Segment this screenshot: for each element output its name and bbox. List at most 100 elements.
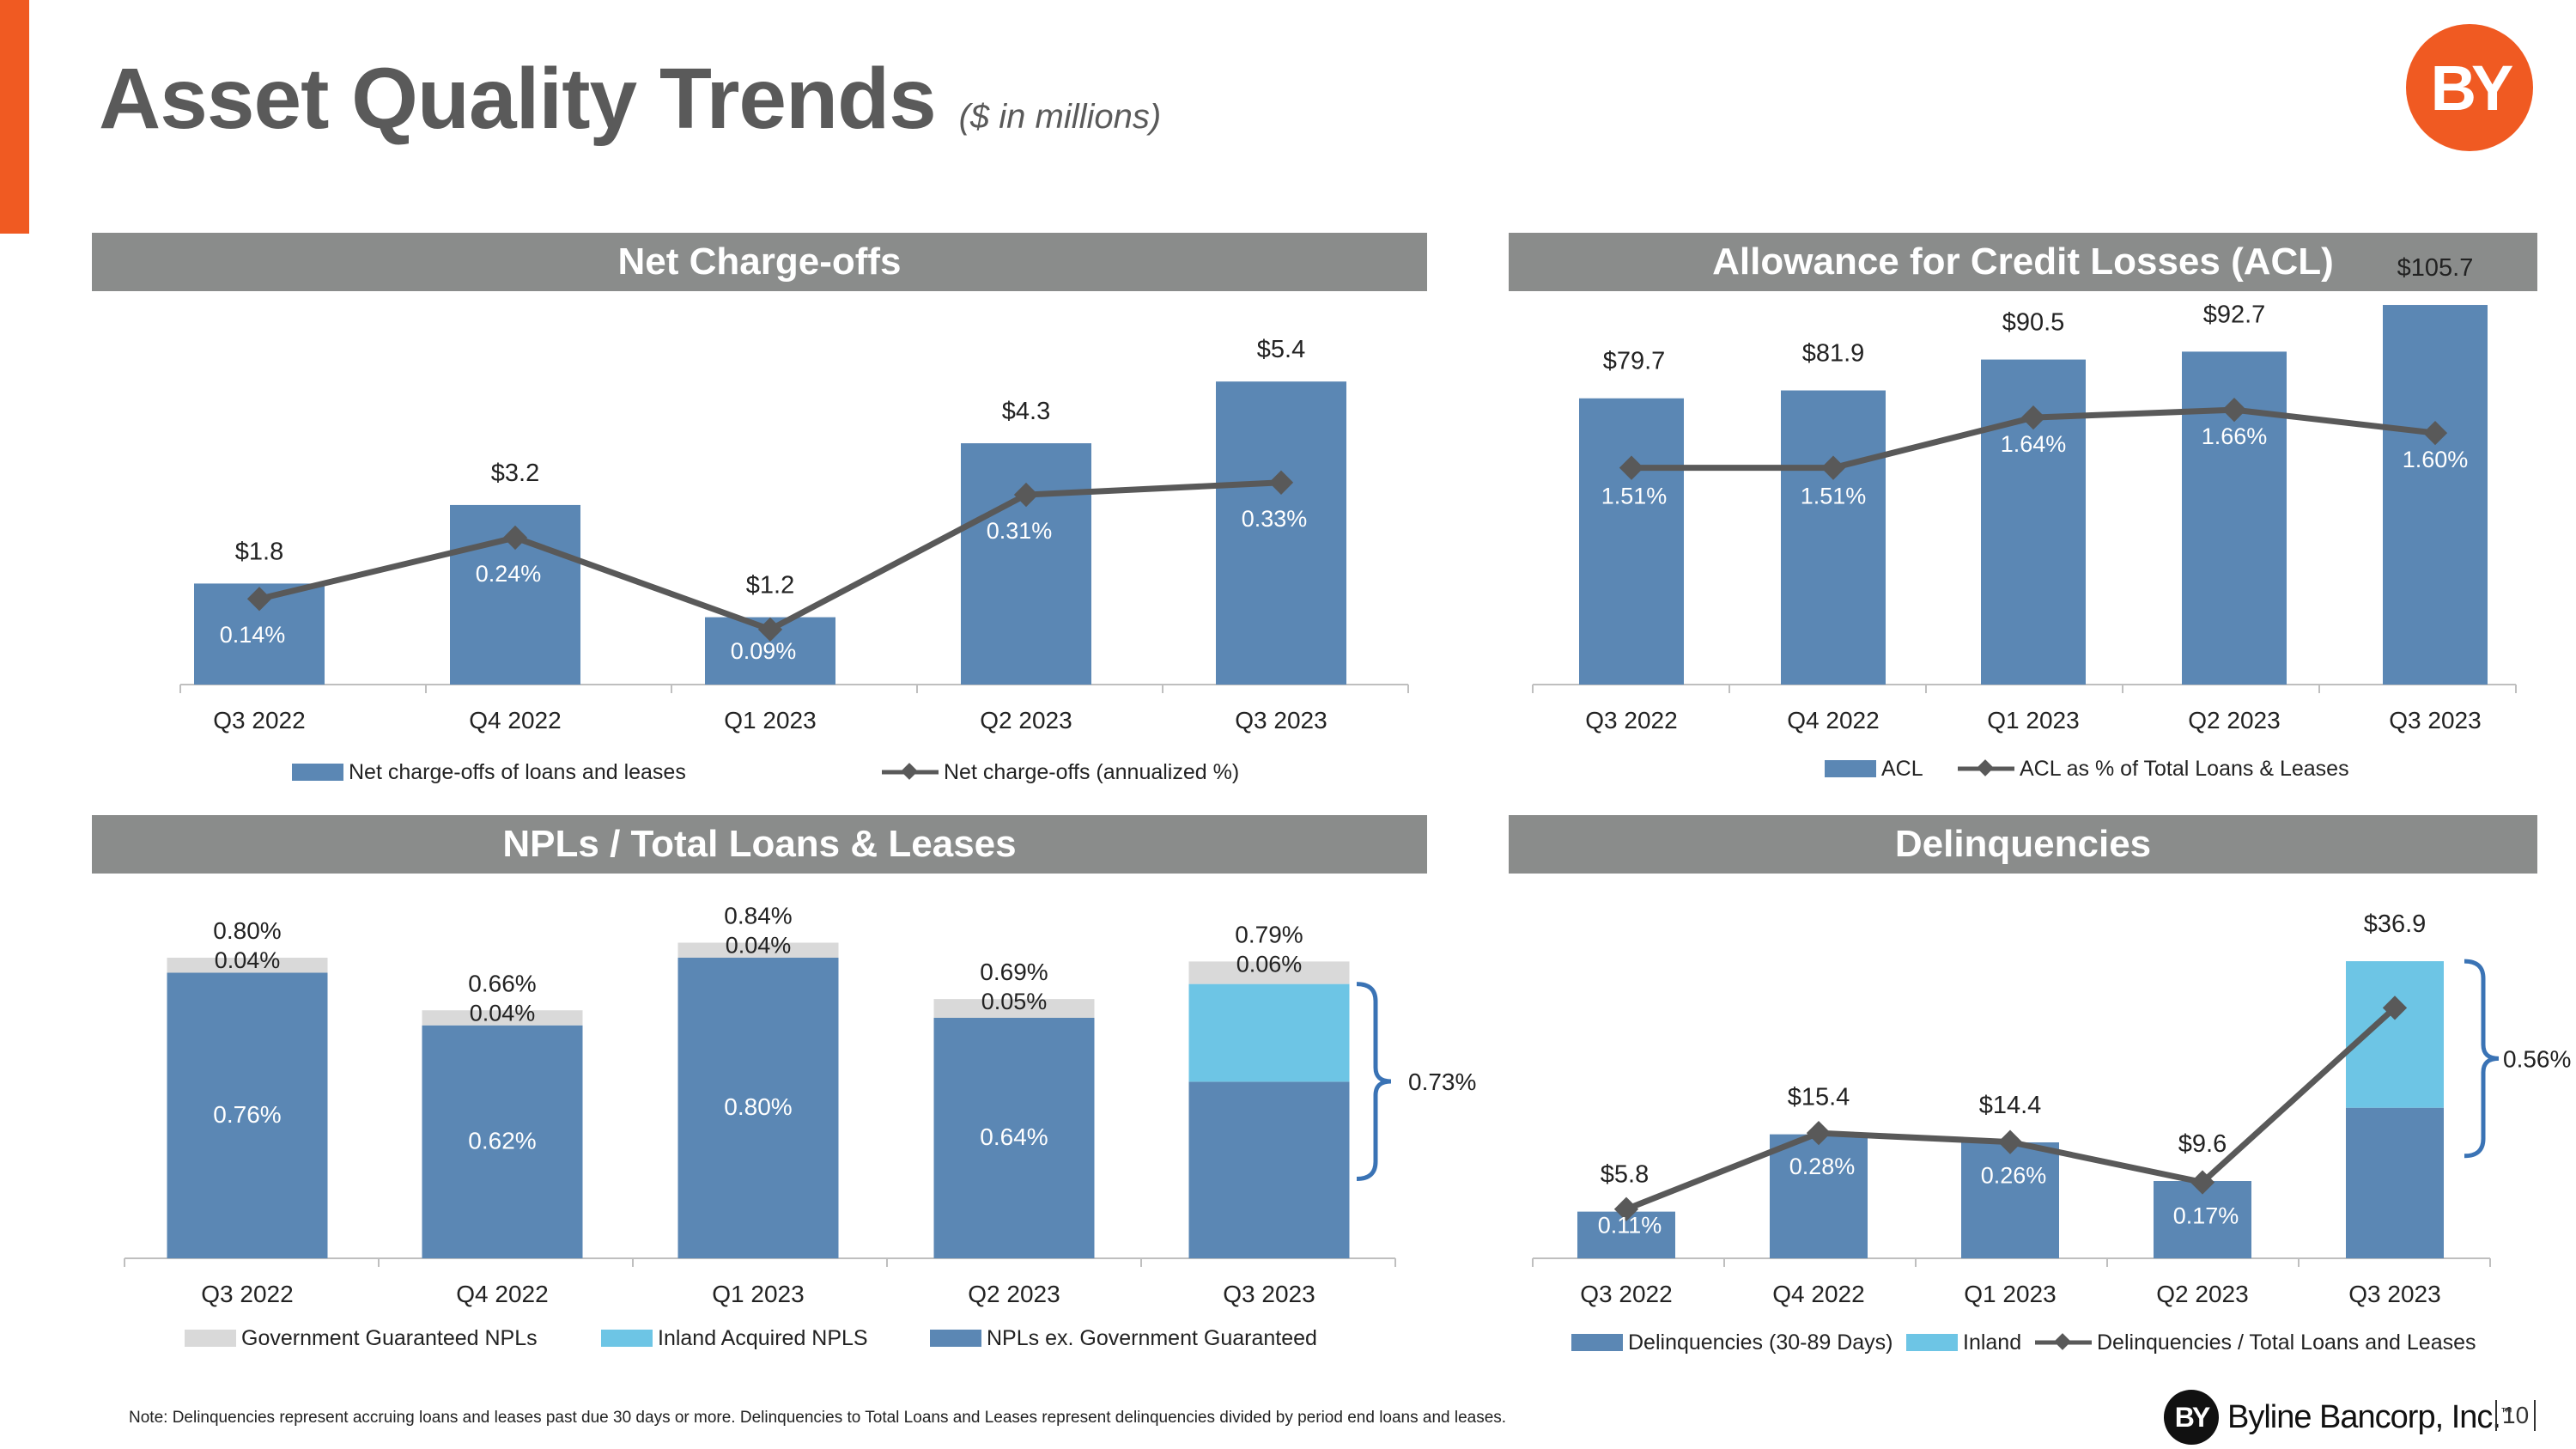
npl-bar-segment [933, 1018, 1095, 1258]
nco-tick-label: Q3 2023 [1235, 707, 1327, 734]
acl-bar [1579, 398, 1684, 685]
npl-total-label: 0.79% [1235, 921, 1303, 947]
del-pct-label: 0.17% [2173, 1202, 2239, 1228]
acl-legend-label: ACL as % of Total Loans & Leases [2020, 757, 2349, 781]
del-legend-marker [2054, 1333, 2071, 1350]
del-tick-label: Q1 2023 [1964, 1281, 2056, 1307]
nco-bar-label: $4.3 [1002, 398, 1050, 425]
nco-series-line [258, 479, 1282, 633]
npl-total-label: 0.80% [213, 917, 281, 944]
npl-tick-label: Q1 2023 [712, 1281, 804, 1307]
acl-pct-label: 1.51% [1801, 484, 1867, 509]
page-number: 10 [2495, 1400, 2537, 1431]
nco-tick-label: Q1 2023 [724, 707, 816, 734]
page-subtitle: ($ in millions) [958, 98, 1162, 136]
npl-bar-segment [167, 958, 328, 973]
footer-mark: BY [2164, 1390, 2219, 1445]
nco-pct-label: 0.14% [220, 622, 286, 648]
acl-legend-label: ACL [1881, 757, 1923, 781]
nco-pct-label: 0.31% [987, 518, 1053, 544]
del-pct-label: 0.28% [1789, 1154, 1856, 1179]
npl-segment-label: 0.76% [213, 1101, 281, 1128]
acl-bar [1781, 390, 1886, 685]
npl-bar-segment [1188, 983, 1350, 1082]
acl-bar-label: $90.5 [2002, 309, 2065, 337]
npl-bar-segment [422, 1010, 583, 1026]
nco-line-marker [502, 525, 528, 551]
nco-pct-label: 0.33% [1242, 506, 1308, 532]
panel-header-delinquencies: Delinquencies [1509, 815, 2537, 874]
npl-bar-segment [677, 942, 839, 958]
npl-tick-label: Q4 2022 [456, 1281, 548, 1307]
nco-legend-label: Net charge-offs (annualized %) [944, 760, 1239, 784]
npl-bar-segment [933, 999, 1095, 1018]
del-bracket [2464, 959, 2500, 1159]
acl-tick-label: Q1 2023 [1987, 707, 2079, 734]
footer-logo: BY Byline Bancorp, Inc.™ [2164, 1390, 2512, 1445]
del-total-label: $5.8 [1601, 1161, 1649, 1189]
del-legend-label: Inland [1963, 1330, 2021, 1355]
acl-line-marker [2020, 405, 2046, 430]
acl-bar-label: $92.7 [2203, 301, 2266, 328]
del-bracket-label: 0.56% [2503, 1045, 2571, 1072]
npl-gov-label: 0.04% [470, 1000, 536, 1026]
npl-segment-label: 0.62% [468, 1127, 536, 1154]
npl-gov-label: 0.04% [726, 933, 792, 959]
del-legend-label: Delinquencies (30-89 Days) [1628, 1330, 1893, 1355]
del-pct-label: 0.26% [1981, 1163, 2047, 1189]
nco-legend-label: Net charge-offs of loans and leases [349, 760, 686, 784]
nco-bar-label: $3.2 [491, 460, 539, 487]
nco-tick-label: Q4 2022 [469, 707, 561, 734]
npl-bar-segment [1188, 961, 1350, 984]
del-total-label: $15.4 [1788, 1084, 1850, 1111]
panel-header-net-charge-offs: Net Charge-offs [92, 233, 1427, 291]
acl-tick-label: Q3 2023 [2389, 707, 2481, 734]
npl-bar-segment [167, 972, 328, 1258]
nco-line-marker [1013, 482, 1039, 508]
page-title: Asset Quality Trends ($ in millions) [99, 51, 1162, 147]
acl-line-marker [1820, 455, 1846, 480]
panel-header-npls: NPLs / Total Loans & Leases [92, 815, 1427, 874]
acl-bar-label: $79.7 [1603, 348, 1666, 375]
panel-header-acl: Allowance for Credit Losses (ACL) [1509, 233, 2537, 291]
nco-bar [961, 443, 1091, 685]
acl-pct-label: 1.60% [2403, 447, 2469, 472]
del-bar-segment [2346, 961, 2444, 1108]
npl-legend-swatch [601, 1330, 653, 1347]
del-legend-swatch [1906, 1334, 1958, 1351]
npl-legend-label: Inland Acquired NPLS [658, 1326, 868, 1350]
del-bar-segment [1961, 1142, 2059, 1258]
del-line-marker [1806, 1121, 1832, 1146]
npl-bar-segment [422, 1025, 583, 1258]
nco-bar-label: $5.4 [1257, 336, 1305, 363]
nco-bar-label: $1.8 [235, 538, 283, 565]
footer-company-name: Byline Bancorp, Inc.™ [2227, 1398, 2512, 1435]
npl-tick-label: Q3 2022 [201, 1281, 293, 1307]
del-tick-label: Q4 2022 [1772, 1281, 1864, 1307]
del-tick-label: Q3 2022 [1580, 1281, 1672, 1307]
del-line-marker [1997, 1129, 2023, 1154]
acl-tick-label: Q2 2023 [2188, 707, 2280, 734]
del-total-label: $14.4 [1979, 1092, 2042, 1119]
npl-segment-label: 0.64% [980, 1123, 1048, 1150]
del-legend-label: Delinquencies / Total Loans and Leases [2097, 1330, 2476, 1355]
nco-bar-label: $1.2 [746, 572, 794, 600]
npl-total-label: 0.84% [724, 903, 792, 929]
nco-legend-marker [901, 763, 918, 780]
nco-pct-label: 0.09% [731, 638, 797, 664]
acl-bar [2383, 305, 2488, 685]
npl-legend-swatch [185, 1330, 236, 1347]
del-tick-label: Q2 2023 [2156, 1281, 2248, 1307]
acl-tick-label: Q3 2022 [1585, 707, 1677, 734]
npl-tick-label: Q3 2023 [1223, 1281, 1315, 1307]
npl-bracket [1356, 982, 1392, 1181]
acl-line-marker [1619, 455, 1644, 480]
del-line-marker [2190, 1170, 2215, 1195]
acl-legend-marker [1977, 759, 1994, 776]
acl-bar-label: $105.7 [2397, 254, 2474, 282]
del-bar-segment [2346, 1107, 2444, 1258]
del-pct-label: 0.11% [1598, 1213, 1662, 1239]
footer-tm: ™ [2500, 1403, 2512, 1418]
del-total-label: $36.9 [2364, 910, 2427, 938]
